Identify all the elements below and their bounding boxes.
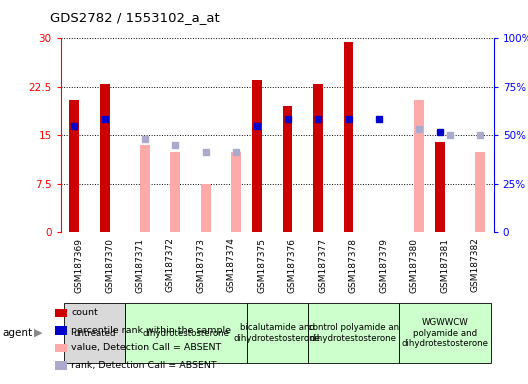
- Bar: [140, 145, 150, 232]
- Text: GSM187373: GSM187373: [196, 238, 205, 293]
- Bar: [201, 184, 211, 232]
- Text: GSM187375: GSM187375: [258, 238, 267, 293]
- Text: agent: agent: [3, 328, 33, 338]
- Text: GSM187374: GSM187374: [227, 238, 236, 293]
- Bar: [171, 152, 180, 232]
- Text: GSM187377: GSM187377: [318, 238, 327, 293]
- Text: GSM187372: GSM187372: [166, 238, 175, 293]
- Bar: [69, 100, 79, 232]
- Text: percentile rank within the sample: percentile rank within the sample: [71, 326, 231, 335]
- Bar: [435, 142, 445, 232]
- Bar: [308, 303, 399, 363]
- Text: GDS2782 / 1553102_a_at: GDS2782 / 1553102_a_at: [50, 12, 220, 25]
- Bar: [247, 303, 308, 363]
- Text: GSM187381: GSM187381: [440, 238, 449, 293]
- Text: GSM187376: GSM187376: [288, 238, 297, 293]
- Bar: [231, 152, 241, 232]
- Text: ▶: ▶: [34, 328, 43, 338]
- Bar: [399, 303, 491, 363]
- Bar: [414, 100, 424, 232]
- Text: GSM187382: GSM187382: [471, 238, 480, 293]
- Text: dihydrotestosterone: dihydrotestosterone: [142, 329, 229, 338]
- Text: WGWWCW
polyamide and
dihydrotestosterone: WGWWCW polyamide and dihydrotestosterone: [401, 318, 488, 348]
- Text: bicalutamide and
dihydrotestosterone: bicalutamide and dihydrotestosterone: [234, 323, 320, 343]
- Text: GSM187370: GSM187370: [105, 238, 114, 293]
- Bar: [252, 80, 262, 232]
- Text: GSM187371: GSM187371: [136, 238, 145, 293]
- Bar: [282, 106, 293, 232]
- Text: control polyamide an
dihydrotestosterone: control polyamide an dihydrotestosterone: [308, 323, 399, 343]
- Bar: [475, 152, 485, 232]
- Text: GSM187379: GSM187379: [380, 238, 389, 293]
- Text: count: count: [71, 308, 98, 318]
- Bar: [100, 84, 109, 232]
- Text: untreated: untreated: [73, 329, 116, 338]
- Text: GSM187378: GSM187378: [349, 238, 358, 293]
- Bar: [313, 84, 323, 232]
- Bar: [344, 41, 353, 232]
- Bar: [125, 303, 247, 363]
- Bar: [64, 303, 125, 363]
- Text: GSM187380: GSM187380: [410, 238, 419, 293]
- Text: value, Detection Call = ABSENT: value, Detection Call = ABSENT: [71, 343, 222, 353]
- Text: rank, Detection Call = ABSENT: rank, Detection Call = ABSENT: [71, 361, 217, 370]
- Text: GSM187369: GSM187369: [74, 238, 83, 293]
